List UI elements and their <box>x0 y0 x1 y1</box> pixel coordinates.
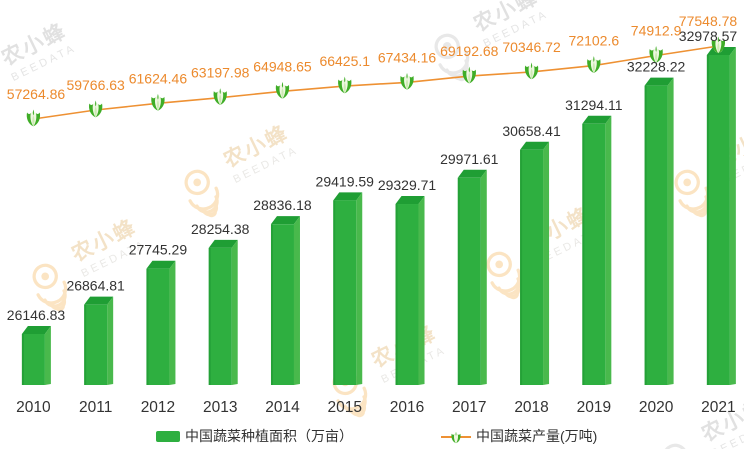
line-series <box>26 36 726 127</box>
line-series-swatch <box>441 430 471 443</box>
x-axis-label: 2019 <box>577 399 611 416</box>
line-marker-2013[interactable] <box>213 88 227 106</box>
line-value-label: 63197.98 <box>191 65 250 81</box>
line-value-label: 69192.68 <box>440 43 499 59</box>
line-marker-2015[interactable] <box>338 76 352 94</box>
bar-value-label: 31294.11 <box>565 97 623 113</box>
line-value-label: 64948.65 <box>253 58 312 74</box>
bar-value-label: 28254.38 <box>191 221 250 237</box>
line-value-label: 57264.86 <box>7 86 66 102</box>
legend-item-planting-area[interactable]: 中国蔬菜种植面积（万亩） <box>156 426 353 446</box>
bar-value-label: 26864.81 <box>66 278 125 294</box>
bar-2020[interactable] <box>644 77 674 386</box>
line-value-label: 74912.9 <box>631 22 682 38</box>
legend-item-output[interactable]: 中国蔬菜产量(万吨) <box>441 426 597 446</box>
bar-2011[interactable] <box>84 296 114 385</box>
x-axis-label: 2020 <box>639 399 674 416</box>
bar-2017[interactable] <box>457 169 487 385</box>
chart-legend: 中国蔬菜种植面积（万亩） 中国蔬菜产量(万吨) <box>0 426 744 446</box>
bar-2014[interactable] <box>270 216 300 385</box>
line-value-label: 66425.1 <box>319 53 370 69</box>
x-axis-label: 2018 <box>514 399 548 416</box>
bar-value-label: 30658.41 <box>502 123 561 139</box>
bar-value-label: 28836.18 <box>253 197 312 213</box>
line-marker-2017[interactable] <box>462 66 476 84</box>
line-marker-2016[interactable] <box>400 72 414 90</box>
line-marker-2012[interactable] <box>151 93 165 111</box>
bar-value-label: 29419.59 <box>316 173 375 189</box>
line-value-label: 70346.72 <box>502 39 561 55</box>
legend-planting-area-label: 中国蔬菜种植面积（万亩） <box>185 428 353 444</box>
cabbage-icon <box>451 431 461 443</box>
line-value-label: 72102.6 <box>569 33 620 49</box>
bar-2019[interactable] <box>582 115 612 385</box>
bar-series-swatch <box>156 430 180 442</box>
line-value-label: 61624.46 <box>129 70 188 86</box>
x-axis-label: 2011 <box>79 399 112 416</box>
bar-value-label: 27745.29 <box>129 242 188 258</box>
x-axis-label: 2021 <box>701 399 735 416</box>
bar-value-label: 29971.61 <box>440 151 499 167</box>
line-marker-2010[interactable] <box>26 109 41 127</box>
legend-output-label: 中国蔬菜产量(万吨) <box>476 428 598 444</box>
x-axis-label: 2017 <box>452 399 486 416</box>
line-marker-2011[interactable] <box>88 100 103 118</box>
bar-2018[interactable] <box>520 141 550 385</box>
x-axis: 2010 2011 2012 2013 2014 2015 2016 2017 2018 2019… <box>16 399 735 416</box>
bar-2013[interactable] <box>208 239 238 385</box>
line-marker-2019[interactable] <box>587 56 601 73</box>
bar-2010[interactable] <box>21 326 51 385</box>
x-axis-label: 2016 <box>390 399 424 416</box>
x-axis-label: 2015 <box>328 399 362 416</box>
line-marker-2018[interactable] <box>524 62 539 80</box>
x-axis-label: 2014 <box>265 399 300 416</box>
output-line <box>33 45 719 120</box>
x-axis-label: 2012 <box>141 399 175 416</box>
line-value-label: 67434.16 <box>378 49 437 65</box>
x-axis-label: 2013 <box>203 399 237 416</box>
line-value-label: 77548.78 <box>679 13 738 29</box>
bar-value-label: 29329.71 <box>378 177 437 193</box>
bar-series <box>21 47 736 386</box>
line-value-label: 59766.63 <box>66 77 125 93</box>
bar-2021[interactable] <box>706 47 736 385</box>
bar-2012[interactable] <box>146 260 176 385</box>
x-axis-label: 2010 <box>16 399 51 416</box>
bar-value-label: 32228.22 <box>627 59 686 75</box>
line-marker-2014[interactable] <box>275 81 290 99</box>
bar-value-label: 32978.57 <box>679 28 738 44</box>
bar-2015[interactable] <box>333 192 363 385</box>
bar-value-label: 26146.83 <box>7 307 66 323</box>
bar-2016[interactable] <box>395 196 425 385</box>
